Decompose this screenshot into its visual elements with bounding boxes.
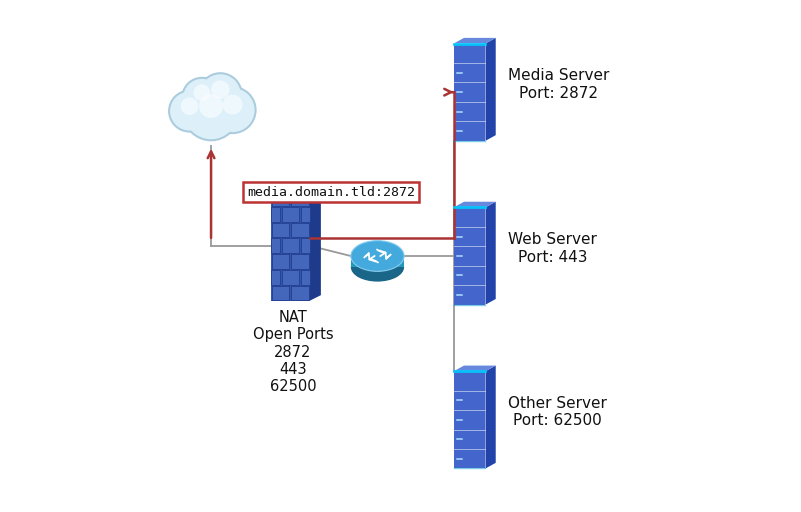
Polygon shape <box>272 190 310 301</box>
Polygon shape <box>453 38 496 44</box>
Polygon shape <box>453 207 485 305</box>
Polygon shape <box>453 202 496 207</box>
Circle shape <box>208 86 256 134</box>
Polygon shape <box>292 286 308 300</box>
Text: Other Server
Port: 62500: Other Server Port: 62500 <box>508 396 607 429</box>
Polygon shape <box>282 207 299 222</box>
Ellipse shape <box>351 241 404 271</box>
Text: NAT
Open Ports
2872
443
62500: NAT Open Ports 2872 443 62500 <box>252 310 333 394</box>
Circle shape <box>211 88 255 132</box>
Circle shape <box>170 92 209 131</box>
Circle shape <box>168 90 211 133</box>
Polygon shape <box>301 207 310 222</box>
Circle shape <box>223 95 243 115</box>
Polygon shape <box>292 191 308 206</box>
Polygon shape <box>272 239 280 253</box>
Polygon shape <box>453 366 496 371</box>
Circle shape <box>199 94 223 118</box>
Polygon shape <box>292 223 308 238</box>
Polygon shape <box>292 254 308 269</box>
Circle shape <box>184 86 238 139</box>
Polygon shape <box>485 38 496 141</box>
Polygon shape <box>282 270 299 285</box>
Circle shape <box>194 84 210 101</box>
Polygon shape <box>272 254 289 269</box>
Polygon shape <box>272 286 289 300</box>
Polygon shape <box>310 185 321 301</box>
Circle shape <box>211 80 230 99</box>
Circle shape <box>183 79 220 116</box>
Polygon shape <box>301 270 310 285</box>
Polygon shape <box>485 202 496 305</box>
Polygon shape <box>272 223 289 238</box>
Polygon shape <box>351 256 404 267</box>
Polygon shape <box>485 366 496 468</box>
Circle shape <box>198 72 243 117</box>
Circle shape <box>199 74 241 115</box>
Polygon shape <box>453 44 485 141</box>
Text: Web Server
Port: 443: Web Server Port: 443 <box>508 232 597 265</box>
Text: media.domain.tld:2872: media.domain.tld:2872 <box>247 185 415 199</box>
Polygon shape <box>453 371 485 468</box>
Polygon shape <box>282 239 299 253</box>
Ellipse shape <box>351 253 404 282</box>
Circle shape <box>181 77 223 118</box>
Text: Media Server
Port: 2872: Media Server Port: 2872 <box>508 68 610 101</box>
Circle shape <box>183 84 239 141</box>
Polygon shape <box>272 185 321 190</box>
Circle shape <box>181 97 199 115</box>
Polygon shape <box>272 270 280 285</box>
Polygon shape <box>272 207 280 222</box>
Polygon shape <box>301 239 310 253</box>
Polygon shape <box>272 191 289 206</box>
